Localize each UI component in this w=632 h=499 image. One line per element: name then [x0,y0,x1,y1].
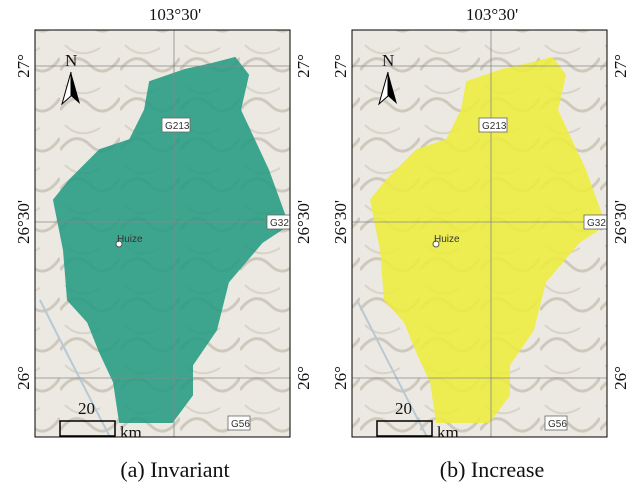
scale-unit: km [120,423,142,442]
latitude-label: 26° [14,366,33,390]
map-panel: G213 G326 G56 Huize N 20 km [352,30,616,442]
longitude-label: 103°30' [149,5,201,24]
scale-value: 20 [78,399,95,418]
figure: G213 G326 G56 Huize N 20 km 103°30' 27° 27° 26°30'… [0,0,632,499]
latitude-label: 27° [14,54,33,78]
latitude-label: 27° [294,54,313,78]
road-label: G326 [587,218,612,229]
town-label: Huize [434,234,460,245]
latitude-label: 27° [331,54,350,78]
latitude-label: 26°30' [294,200,313,244]
panel-caption: (b) Increase [440,457,544,482]
road-label: G56 [231,419,250,430]
town-label: Huize [117,234,143,245]
latitude-label: 26°30' [611,200,630,244]
latitude-label: 26° [611,366,630,390]
panel-caption: (a) Invariant [120,457,229,482]
north-label: N [382,51,394,70]
latitude-label: 26°30' [14,200,33,244]
north-label: N [65,51,77,70]
scale-unit: km [437,423,459,442]
road-label: G56 [548,419,567,430]
latitude-label: 26° [331,366,350,390]
longitude-label: 103°30' [466,5,518,24]
latitude-label: 26° [294,366,313,390]
map-panel: G213 G326 G56 Huize N 20 km [35,30,299,442]
latitude-label: 27° [611,54,630,78]
road-label: G213 [165,121,190,132]
scale-value: 20 [395,399,412,418]
latitude-label: 26°30' [331,200,350,244]
road-label: G213 [482,121,507,132]
road-label: G326 [270,218,295,229]
